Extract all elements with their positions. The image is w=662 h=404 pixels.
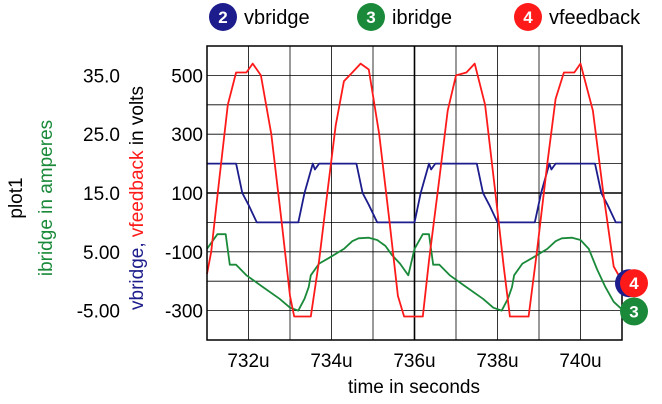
legend-badge-number: 2 bbox=[218, 8, 227, 27]
legend-badge-number: 3 bbox=[366, 8, 375, 27]
x-tick-label: 732u bbox=[227, 351, 269, 372]
y-amperes-tick-label: 15.0 bbox=[83, 184, 120, 205]
x-tick-label: 734u bbox=[310, 351, 352, 372]
plot-name: plot1 bbox=[6, 177, 27, 218]
legend-badge-vbridge bbox=[209, 3, 237, 31]
x-tick-label: 736u bbox=[393, 351, 435, 372]
legend-label-vfeedback: vfeedback bbox=[549, 7, 641, 29]
y-volts-title: vbridge, vfeedback in volts bbox=[127, 86, 148, 310]
y-volts-tick-label: 300 bbox=[171, 125, 203, 146]
y-amperes-tick-label: 35.0 bbox=[83, 66, 120, 87]
legend-label-vbridge: vbridge bbox=[244, 7, 310, 29]
y-volts-title-part: in volts bbox=[127, 86, 148, 150]
end-badge-vfeedback bbox=[620, 269, 648, 298]
series-line-vfeedback bbox=[206, 62, 623, 318]
series-line-vbridge bbox=[207, 162, 622, 224]
series-line-ibridge bbox=[206, 233, 623, 312]
legend-badge-vfeedback bbox=[514, 3, 542, 31]
end-badge-number: 3 bbox=[629, 302, 638, 321]
y-amperes-tick-label: 5.00 bbox=[83, 243, 120, 264]
y-volts-tick-label: 100 bbox=[171, 184, 203, 205]
y-volts-title-part: vfeedback bbox=[127, 150, 148, 237]
end-badge-number: 4 bbox=[629, 274, 639, 293]
plot-frame bbox=[206, 45, 623, 341]
legend-badge-ibridge bbox=[357, 3, 385, 31]
y-amperes-title-part: ibridge in amperes bbox=[36, 120, 57, 276]
end-markers: 34 bbox=[615, 269, 648, 326]
y-volts-tick-label: -100 bbox=[165, 243, 203, 264]
legend-badge-number: 4 bbox=[523, 8, 533, 27]
end-badge-ibridge bbox=[620, 297, 648, 326]
x-tick-label: 738u bbox=[476, 351, 518, 372]
y-volts-tick-label: -300 bbox=[165, 302, 203, 323]
legend: 2 vbridge 3 ibridge 4 vfeedback bbox=[209, 3, 641, 31]
series-layer bbox=[206, 62, 623, 318]
y-volts-title-part: vbridge bbox=[127, 248, 148, 310]
y-amperes-title: ibridge in amperes bbox=[36, 120, 57, 276]
y-volts-title-part: , bbox=[127, 237, 148, 248]
x-axis: 732u 734u 736u 738u 740u bbox=[227, 351, 601, 372]
legend-label-ibridge: ibridge bbox=[392, 7, 452, 29]
axis-titles: time in seconds plot1 ibridge in amperes vb… bbox=[6, 86, 480, 398]
y-amperes-tick-label: -5.00 bbox=[77, 302, 120, 323]
grid bbox=[206, 46, 623, 340]
x-axis-title: time in seconds bbox=[348, 377, 480, 398]
y-amperes-tick-label: 25.0 bbox=[83, 125, 120, 146]
y-axis-volts: 500 300 100 -100 -300 bbox=[165, 66, 203, 322]
y-axis-amperes: 35.0 25.0 15.0 5.00 -5.00 bbox=[77, 66, 120, 322]
y-volts-tick-label: 500 bbox=[171, 66, 203, 87]
x-tick-label: 740u bbox=[559, 351, 601, 372]
